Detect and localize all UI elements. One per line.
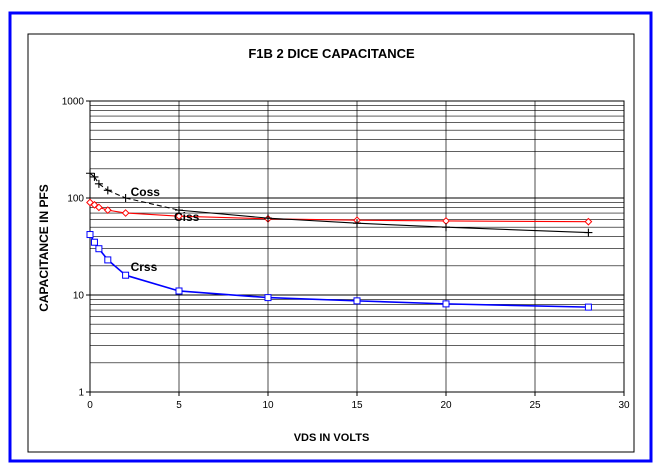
x-tick-label: 10 [262,400,274,411]
coss-line-segment [356,222,447,228]
ciss-point [175,212,183,221]
crss-line-segment [445,303,589,308]
coss-line-segment [93,176,100,185]
crss-point [95,245,103,253]
coss-line-segment [178,209,269,219]
axis-ticks: 0 5 10 15 20 25 30 1 10 100 1000 [62,97,630,412]
crss-series-label: Crss [131,260,158,274]
ciss-point [103,206,112,215]
crss-point [86,231,94,239]
crss-point [175,287,183,295]
crss-point [264,294,272,302]
coss-point [264,214,272,223]
x-axis-label: VDS IN VOLTS [293,432,370,444]
crss-point [104,256,112,264]
crss-point [353,297,361,305]
coss-point [175,206,183,215]
y-tick-label: 100 [67,194,84,205]
coss-point [442,223,450,232]
x-tick-label: 30 [618,400,630,411]
crss-point [584,303,592,311]
crss-line-segment [178,290,269,299]
ciss-series [86,198,593,226]
coss-line-segment [89,172,95,178]
x-tick-label: 15 [351,400,363,411]
coss-line-segment [98,183,109,191]
y-tick-label: 10 [73,291,85,302]
ciss-line-segment [125,212,180,217]
x-tick-label: 25 [529,400,541,411]
coss-line-segment [107,189,126,199]
coss-point [103,186,112,195]
x-tick-label: 5 [176,400,182,411]
crss-line-segment [125,274,180,292]
grid [90,101,624,392]
crss-series [86,231,592,311]
x-tick-label: 20 [440,400,452,411]
crss-point [90,238,98,246]
ciss-point [94,203,103,212]
coss-line-segment [267,217,358,224]
ciss-point [121,209,130,217]
ciss-point [584,217,593,226]
x-tick-label: 0 [87,400,93,411]
coss-series-label: Coss [131,185,161,199]
ciss-point [442,217,450,225]
chart-area-border [27,33,635,453]
coss-point [94,179,103,188]
coss-point [90,172,99,181]
crss-line-segment [356,300,447,305]
crss-point [442,300,450,308]
coss-point [353,219,361,228]
ciss-line-segment [356,219,447,222]
crss-point [122,271,130,279]
y-tick-label: 1000 [62,97,85,108]
coss-line-segment [445,226,589,234]
outer-border [8,11,653,463]
chart-title: F1B 2 DICE CAPACITANCE [248,46,415,61]
ciss-series-label: Ciss [174,210,200,224]
coss-series [86,169,593,237]
ciss-line-segment [178,215,269,220]
coss-point [121,194,130,202]
y-tick-label: 1 [78,388,84,399]
series: Ciss Coss Crss [86,169,593,311]
coss-line-segment [125,197,180,211]
crss-line-segment [267,296,358,302]
coss-point [86,169,94,178]
ciss-line-segment [445,220,589,223]
coss-point [584,228,593,237]
